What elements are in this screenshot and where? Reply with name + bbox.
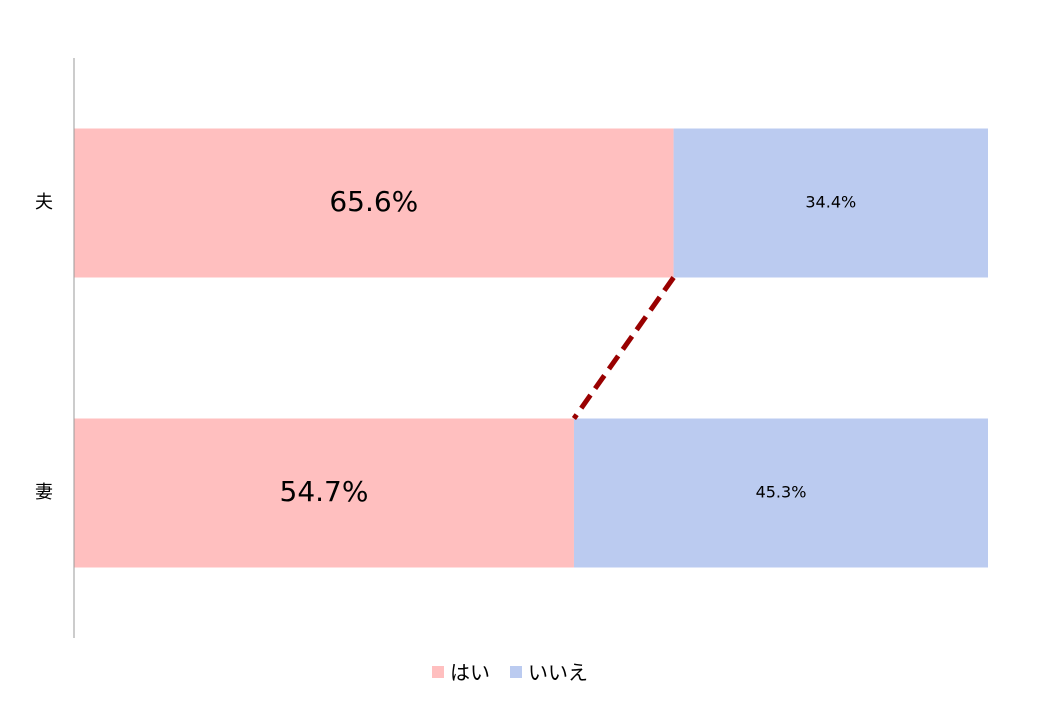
bar-segment: [673, 128, 988, 278]
bar-segment: [573, 418, 988, 568]
legend-swatch: [432, 666, 444, 678]
y-tick-label: 妻: [35, 482, 53, 503]
series-line: [571, 276, 676, 420]
data-label: 65.6%: [329, 185, 418, 218]
data-label: 34.4%: [805, 193, 856, 212]
bar-segment: [74, 128, 674, 278]
data-label: 54.7%: [280, 475, 369, 508]
y-tick-label: 夫: [35, 192, 53, 213]
legend-swatch: [510, 666, 522, 678]
bar-segment: [74, 418, 574, 568]
legend-label: はい: [450, 661, 490, 685]
legend-label: いいえ: [528, 661, 588, 685]
data-label: 45.3%: [756, 483, 807, 502]
